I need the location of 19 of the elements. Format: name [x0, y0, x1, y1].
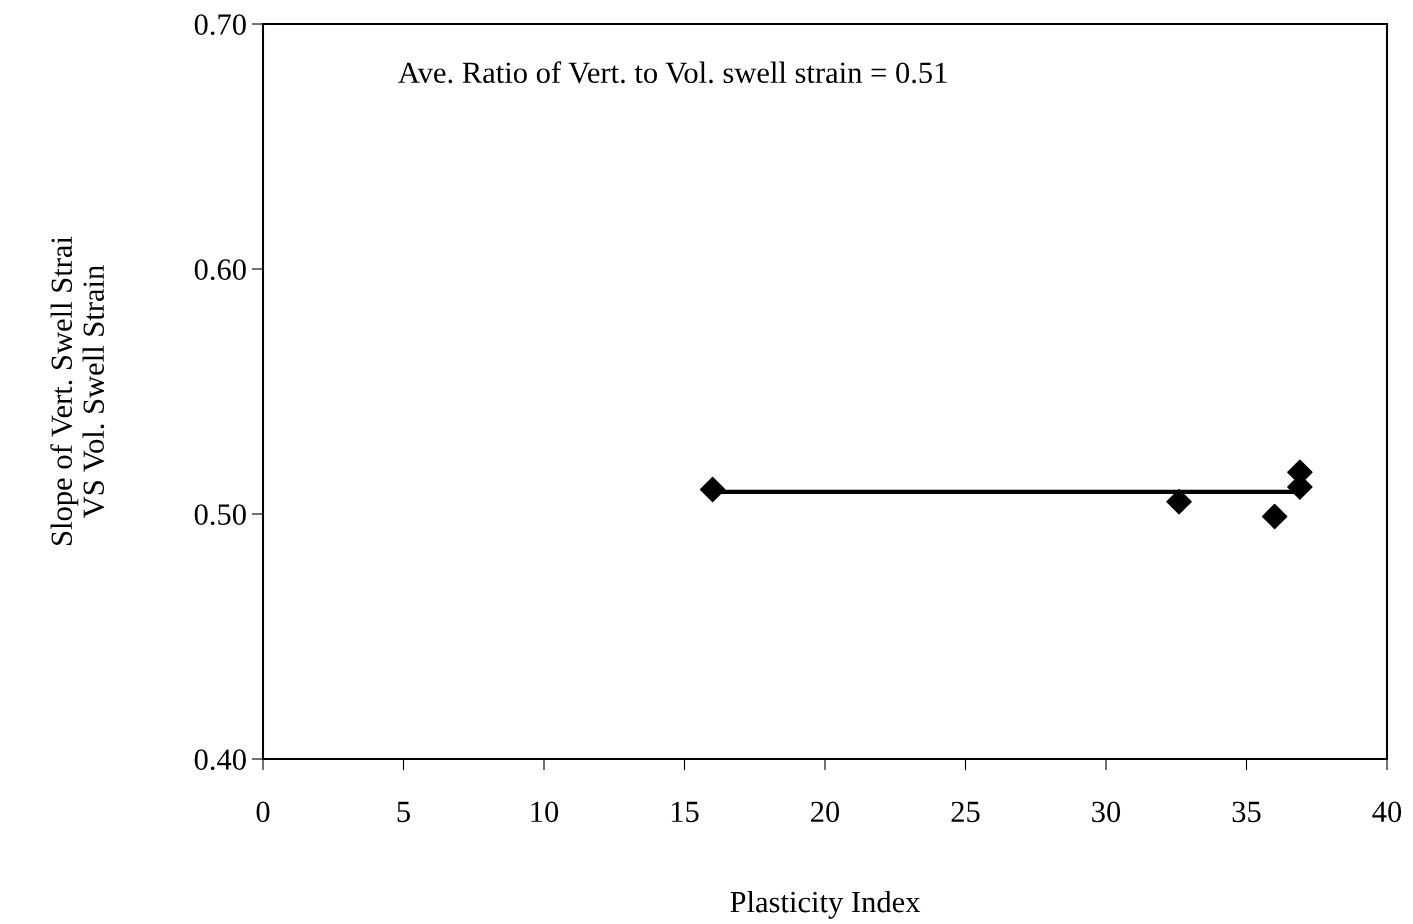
x-tick-label: 30 — [1092, 801, 1121, 823]
x-axis-title: Plasticity Index — [730, 890, 921, 919]
x-tick-label: 5 — [397, 801, 410, 823]
x-tick-label: 0 — [256, 801, 270, 823]
y-tick-label: 0.60 — [194, 259, 246, 281]
point — [1166, 489, 1192, 515]
x-tick-label: 25 — [951, 801, 980, 823]
x-tick-label: 40 — [1372, 801, 1402, 823]
point — [699, 476, 726, 503]
y-tick-label: 0.70 — [194, 14, 246, 36]
y-tick-label: 0.50 — [194, 504, 246, 526]
x-tick-label: 15 — [671, 801, 699, 823]
annotation: Ave. Ratio of Vert. to Vol. swell strain = 0.51 — [398, 61, 947, 84]
y-axis-title: Slope of Vert. Swell Strai VS Vol. Swell Strain — [50, 236, 105, 545]
x-tick-label: 20 — [811, 801, 840, 823]
x-tick-label: 35 — [1232, 801, 1261, 823]
x-tick-label: 10 — [531, 801, 559, 823]
point — [1261, 503, 1288, 530]
y-tick-label: 0.40 — [194, 749, 246, 771]
